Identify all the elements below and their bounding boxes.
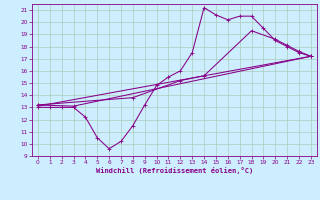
X-axis label: Windchill (Refroidissement éolien,°C): Windchill (Refroidissement éolien,°C) [96,167,253,174]
